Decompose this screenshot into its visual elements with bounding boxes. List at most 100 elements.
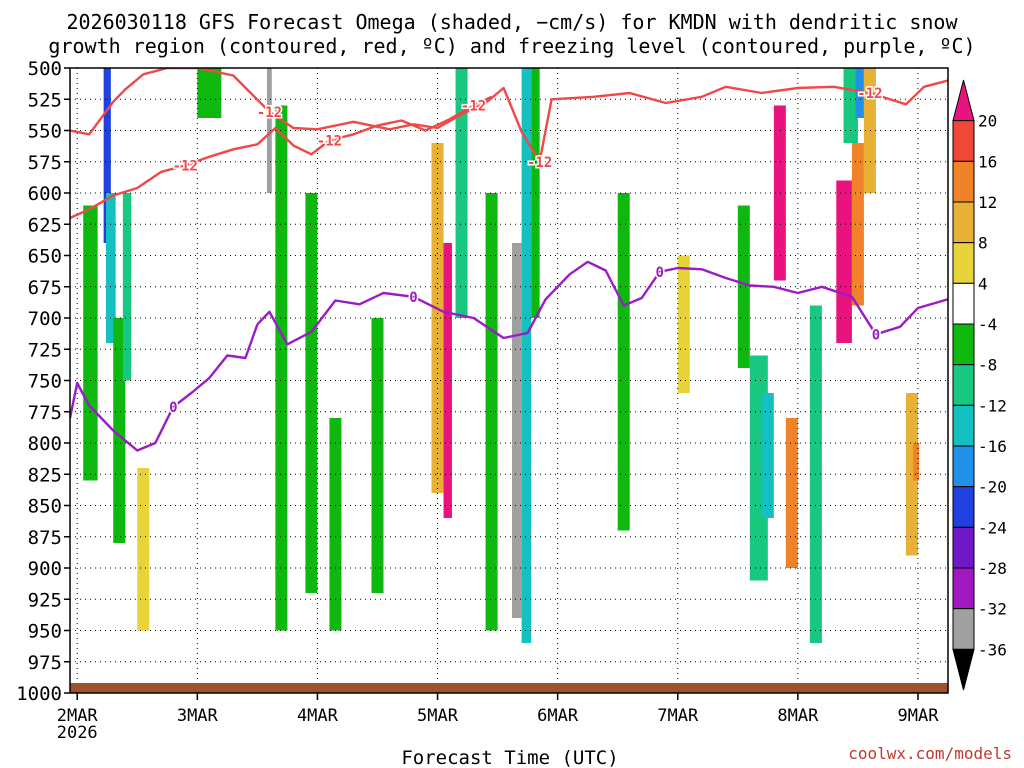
omega-cell: [275, 105, 288, 631]
y-tick-label: 900: [28, 558, 62, 580]
omega-cell: [512, 243, 522, 618]
colorbar-label: -16: [978, 437, 1007, 456]
contour-label: 0: [169, 400, 177, 416]
colorbar-swatch: [952, 445, 975, 488]
omega-cell: [106, 193, 116, 343]
colorbar-swatch: [952, 323, 975, 366]
omega-cell: [677, 255, 690, 393]
y-tick-label: 525: [28, 89, 62, 111]
contours: -12 -12 -12 -12 -12 -12 0 0 0 0: [70, 68, 948, 452]
contour-label: 0: [409, 290, 417, 306]
colorbar-swatch: [952, 120, 975, 162]
contour-label: 0: [656, 265, 664, 281]
omega-cell: [773, 105, 786, 281]
colorbar-swatch: [952, 567, 975, 610]
y-tick-label: 925: [28, 589, 62, 611]
x-tick-label: 5MAR: [417, 706, 459, 726]
colorbar: 20 16 12 8 4 -4 -8 -12 -16 -20 -24 -28 -32 -36: [952, 79, 1007, 691]
omega-cell: [103, 68, 111, 243]
y-tick-label: 1000: [16, 683, 62, 705]
omega-cell: [197, 68, 222, 118]
omega-cell: [905, 393, 918, 556]
omega-cell: [137, 468, 150, 631]
y-tick-label: 575: [28, 152, 62, 174]
contour-line: [256, 260, 948, 346]
x-tick-label: 7MAR: [657, 706, 699, 726]
colorbar-label: -4: [978, 315, 997, 334]
colorbar-label: 4: [978, 274, 988, 293]
y-tick-label: 625: [28, 214, 62, 236]
y-tick-label: 600: [28, 183, 62, 205]
colorbar-label: -8: [978, 356, 997, 375]
colorbar-label: 12: [978, 193, 997, 212]
x-axis-label: Forecast Time (UTC): [401, 747, 618, 768]
contour-label: -12: [857, 86, 882, 102]
omega-cell: [913, 443, 920, 481]
omega-cell: [617, 193, 630, 531]
y-axis: 500 525 550 575 600 625 650 675 700 725 750 775 800 8…: [16, 58, 70, 705]
y-tick-label: 500: [28, 58, 62, 80]
omega-cell: [836, 180, 852, 343]
omega-cell: [455, 68, 468, 318]
contour-label: -12: [527, 155, 552, 171]
x-tick-label: 8MAR: [777, 706, 819, 726]
contour-line: [70, 95, 493, 220]
omega-cell: [737, 205, 750, 368]
y-tick-label: 800: [28, 433, 62, 455]
contour-line: [70, 323, 259, 452]
omega-cell: [305, 193, 318, 593]
omega-cell: [266, 68, 272, 193]
omega-cell: [843, 68, 858, 143]
colorbar-swatch: [952, 486, 975, 528]
colorbar-label: -36: [978, 640, 1007, 659]
colorbar-swatch: [952, 79, 975, 122]
colorbar-swatch: [952, 201, 975, 244]
colorbar-swatch: [952, 648, 975, 691]
colorbar-label: -20: [978, 478, 1007, 497]
omega-cell: [443, 243, 452, 518]
omega-cell: [485, 193, 498, 631]
colorbar-label: 16: [978, 152, 997, 171]
colorbar-swatch: [952, 364, 975, 406]
contour-label: 0: [872, 327, 880, 343]
y-tick-label: 750: [28, 371, 62, 393]
omega-cell: [113, 318, 126, 543]
colorbar-swatch: [952, 526, 975, 569]
omega-cell: [863, 68, 876, 193]
x-tick-label: 9MAR: [897, 706, 939, 726]
colorbar-label: -24: [978, 518, 1007, 537]
contour-label: -12: [257, 105, 282, 121]
y-tick-label: 550: [28, 121, 62, 143]
x-tick-label: 3MAR: [177, 706, 219, 726]
contour-label: -12: [317, 134, 342, 150]
y-tick-label: 850: [28, 496, 62, 518]
credit-link[interactable]: coolwx.com/models: [848, 744, 1012, 763]
omega-cell: [371, 318, 384, 593]
colorbar-label: -12: [978, 396, 1007, 415]
colorbar-swatch: [952, 282, 975, 325]
y-tick-label: 725: [28, 339, 62, 361]
plot-area: [70, 68, 948, 693]
x-tick-label: 2MAR: [57, 706, 99, 726]
colorbar-label: 8: [978, 234, 988, 253]
y-tick-label: 825: [28, 464, 62, 486]
colorbar-swatch: [952, 404, 975, 447]
omega-cell: [83, 205, 98, 481]
grid-lines: [70, 68, 948, 693]
y-tick-label: 975: [28, 652, 62, 674]
colorbar-label: -28: [978, 559, 1007, 578]
y-tick-label: 675: [28, 277, 62, 299]
colorbar-swatch: [952, 608, 975, 650]
y-tick-label: 775: [28, 402, 62, 424]
terrain-band: [70, 683, 948, 693]
x-tick-label: 4MAR: [297, 706, 339, 726]
colorbar-label: 20: [978, 112, 997, 131]
contour-line: [70, 68, 948, 163]
omega-cell: [785, 418, 798, 568]
omega-cell: [761, 393, 774, 518]
contour-label: -12: [173, 159, 198, 175]
omega-cell: [851, 143, 864, 306]
colorbar-swatch: [952, 242, 975, 284]
chart-title: 2026030118 GFS Forecast Omega (shaded, −…: [66, 10, 958, 34]
omega-cell: [329, 418, 342, 631]
